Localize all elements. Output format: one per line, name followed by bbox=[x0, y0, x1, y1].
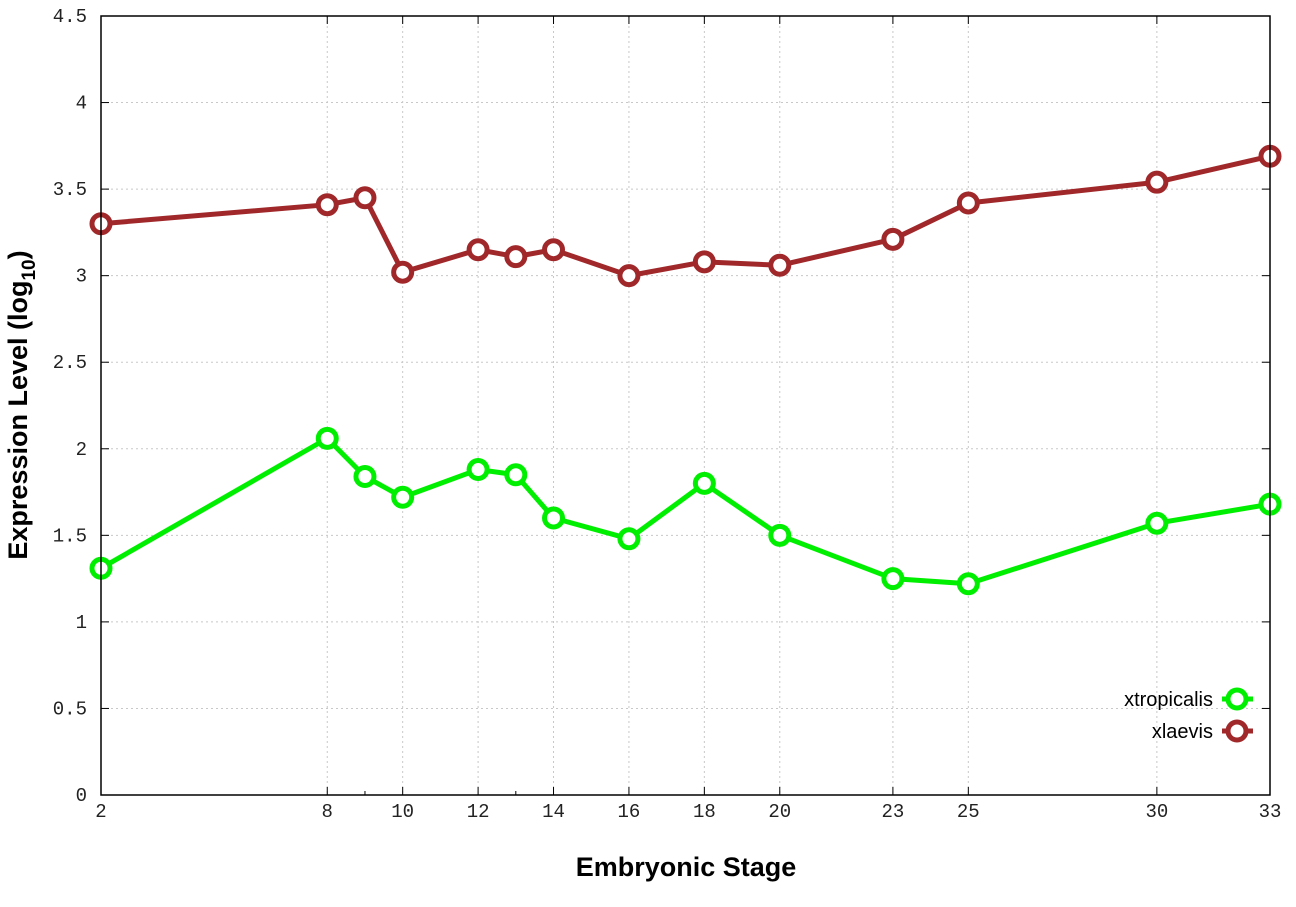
series-xtropicalis bbox=[89, 426, 1282, 596]
x-tick-label: 16 bbox=[618, 801, 641, 823]
data-point-xlaevis bbox=[391, 260, 415, 284]
data-point-xtropicalis bbox=[956, 572, 980, 596]
legend-label-xlaevis: xlaevis bbox=[1152, 721, 1213, 743]
data-point-xlaevis bbox=[692, 250, 716, 274]
y-tick-label: 3 bbox=[76, 266, 87, 288]
data-point-xlaevis bbox=[1145, 170, 1169, 194]
y-tick-label: 3.5 bbox=[53, 179, 87, 201]
y-axis-label: Expression Level (log10) bbox=[3, 250, 40, 559]
data-point-xtropicalis bbox=[353, 464, 377, 488]
data-point-xtropicalis bbox=[881, 567, 905, 591]
plot-frame bbox=[100, 15, 1271, 796]
legend-marker-xtropicalis bbox=[1225, 687, 1249, 711]
x-tick-label: 10 bbox=[391, 801, 414, 823]
y-tick-label: 0.5 bbox=[53, 698, 87, 720]
data-point-xtropicalis bbox=[466, 458, 490, 482]
data-point-xtropicalis bbox=[768, 523, 792, 547]
x-tick-label: 2 bbox=[95, 801, 106, 823]
data-point-xtropicalis bbox=[617, 527, 641, 551]
data-point-xlaevis bbox=[881, 227, 905, 251]
x-tick-label: 12 bbox=[467, 801, 490, 823]
data-point-xtropicalis bbox=[315, 426, 339, 450]
y-tick-label: 0 bbox=[76, 785, 87, 807]
series-xlaevis bbox=[89, 144, 1282, 288]
x-tick-label: 25 bbox=[957, 801, 980, 823]
x-tick-label: 8 bbox=[322, 801, 333, 823]
series-group bbox=[89, 144, 1282, 596]
data-point-xlaevis bbox=[466, 238, 490, 262]
x-axis-label: Embryonic Stage bbox=[576, 852, 797, 882]
series-line-xlaevis bbox=[100, 153, 1271, 279]
data-point-xtropicalis bbox=[692, 471, 716, 495]
data-point-xlaevis bbox=[542, 238, 566, 262]
y-tick-label: 2 bbox=[76, 439, 87, 461]
y-tick-label: 4.5 bbox=[53, 6, 87, 28]
legend-label-xtropicalis: xtropicalis bbox=[1124, 689, 1213, 711]
data-point-xlaevis bbox=[315, 193, 339, 217]
data-point-xlaevis bbox=[617, 264, 641, 288]
grid bbox=[101, 16, 1270, 795]
data-point-xtropicalis bbox=[391, 485, 415, 509]
y-tick-label: 1 bbox=[76, 612, 87, 634]
x-tick-label: 18 bbox=[693, 801, 716, 823]
y-tick-label: 1.5 bbox=[53, 525, 87, 547]
data-point-xtropicalis bbox=[1145, 511, 1169, 535]
x-tick-label: 23 bbox=[881, 801, 904, 823]
series-line-xtropicalis bbox=[99, 435, 1271, 587]
y-tick-label: 2.5 bbox=[53, 352, 87, 374]
data-point-xtropicalis bbox=[504, 463, 528, 487]
legend-marker-xlaevis bbox=[1225, 719, 1249, 743]
x-tick-label: 20 bbox=[768, 801, 791, 823]
data-point-xlaevis bbox=[353, 186, 377, 210]
data-point-xlaevis bbox=[504, 245, 528, 269]
y-tick-label: 4 bbox=[76, 93, 87, 115]
data-point-xtropicalis bbox=[542, 506, 566, 530]
x-tick-label: 33 bbox=[1259, 801, 1282, 823]
data-point-xlaevis bbox=[956, 191, 980, 215]
legend: xtropicalis xlaevis bbox=[1124, 687, 1253, 743]
ticks: 0 0.5 1 1.5 2 2.5 3 3.5 4 4.5 2 8 10 12 14 16 18 20 23 25 30… bbox=[53, 6, 1282, 823]
data-point-xlaevis bbox=[768, 253, 792, 277]
x-tick-label: 30 bbox=[1145, 801, 1168, 823]
x-tick-label: 14 bbox=[542, 801, 565, 823]
